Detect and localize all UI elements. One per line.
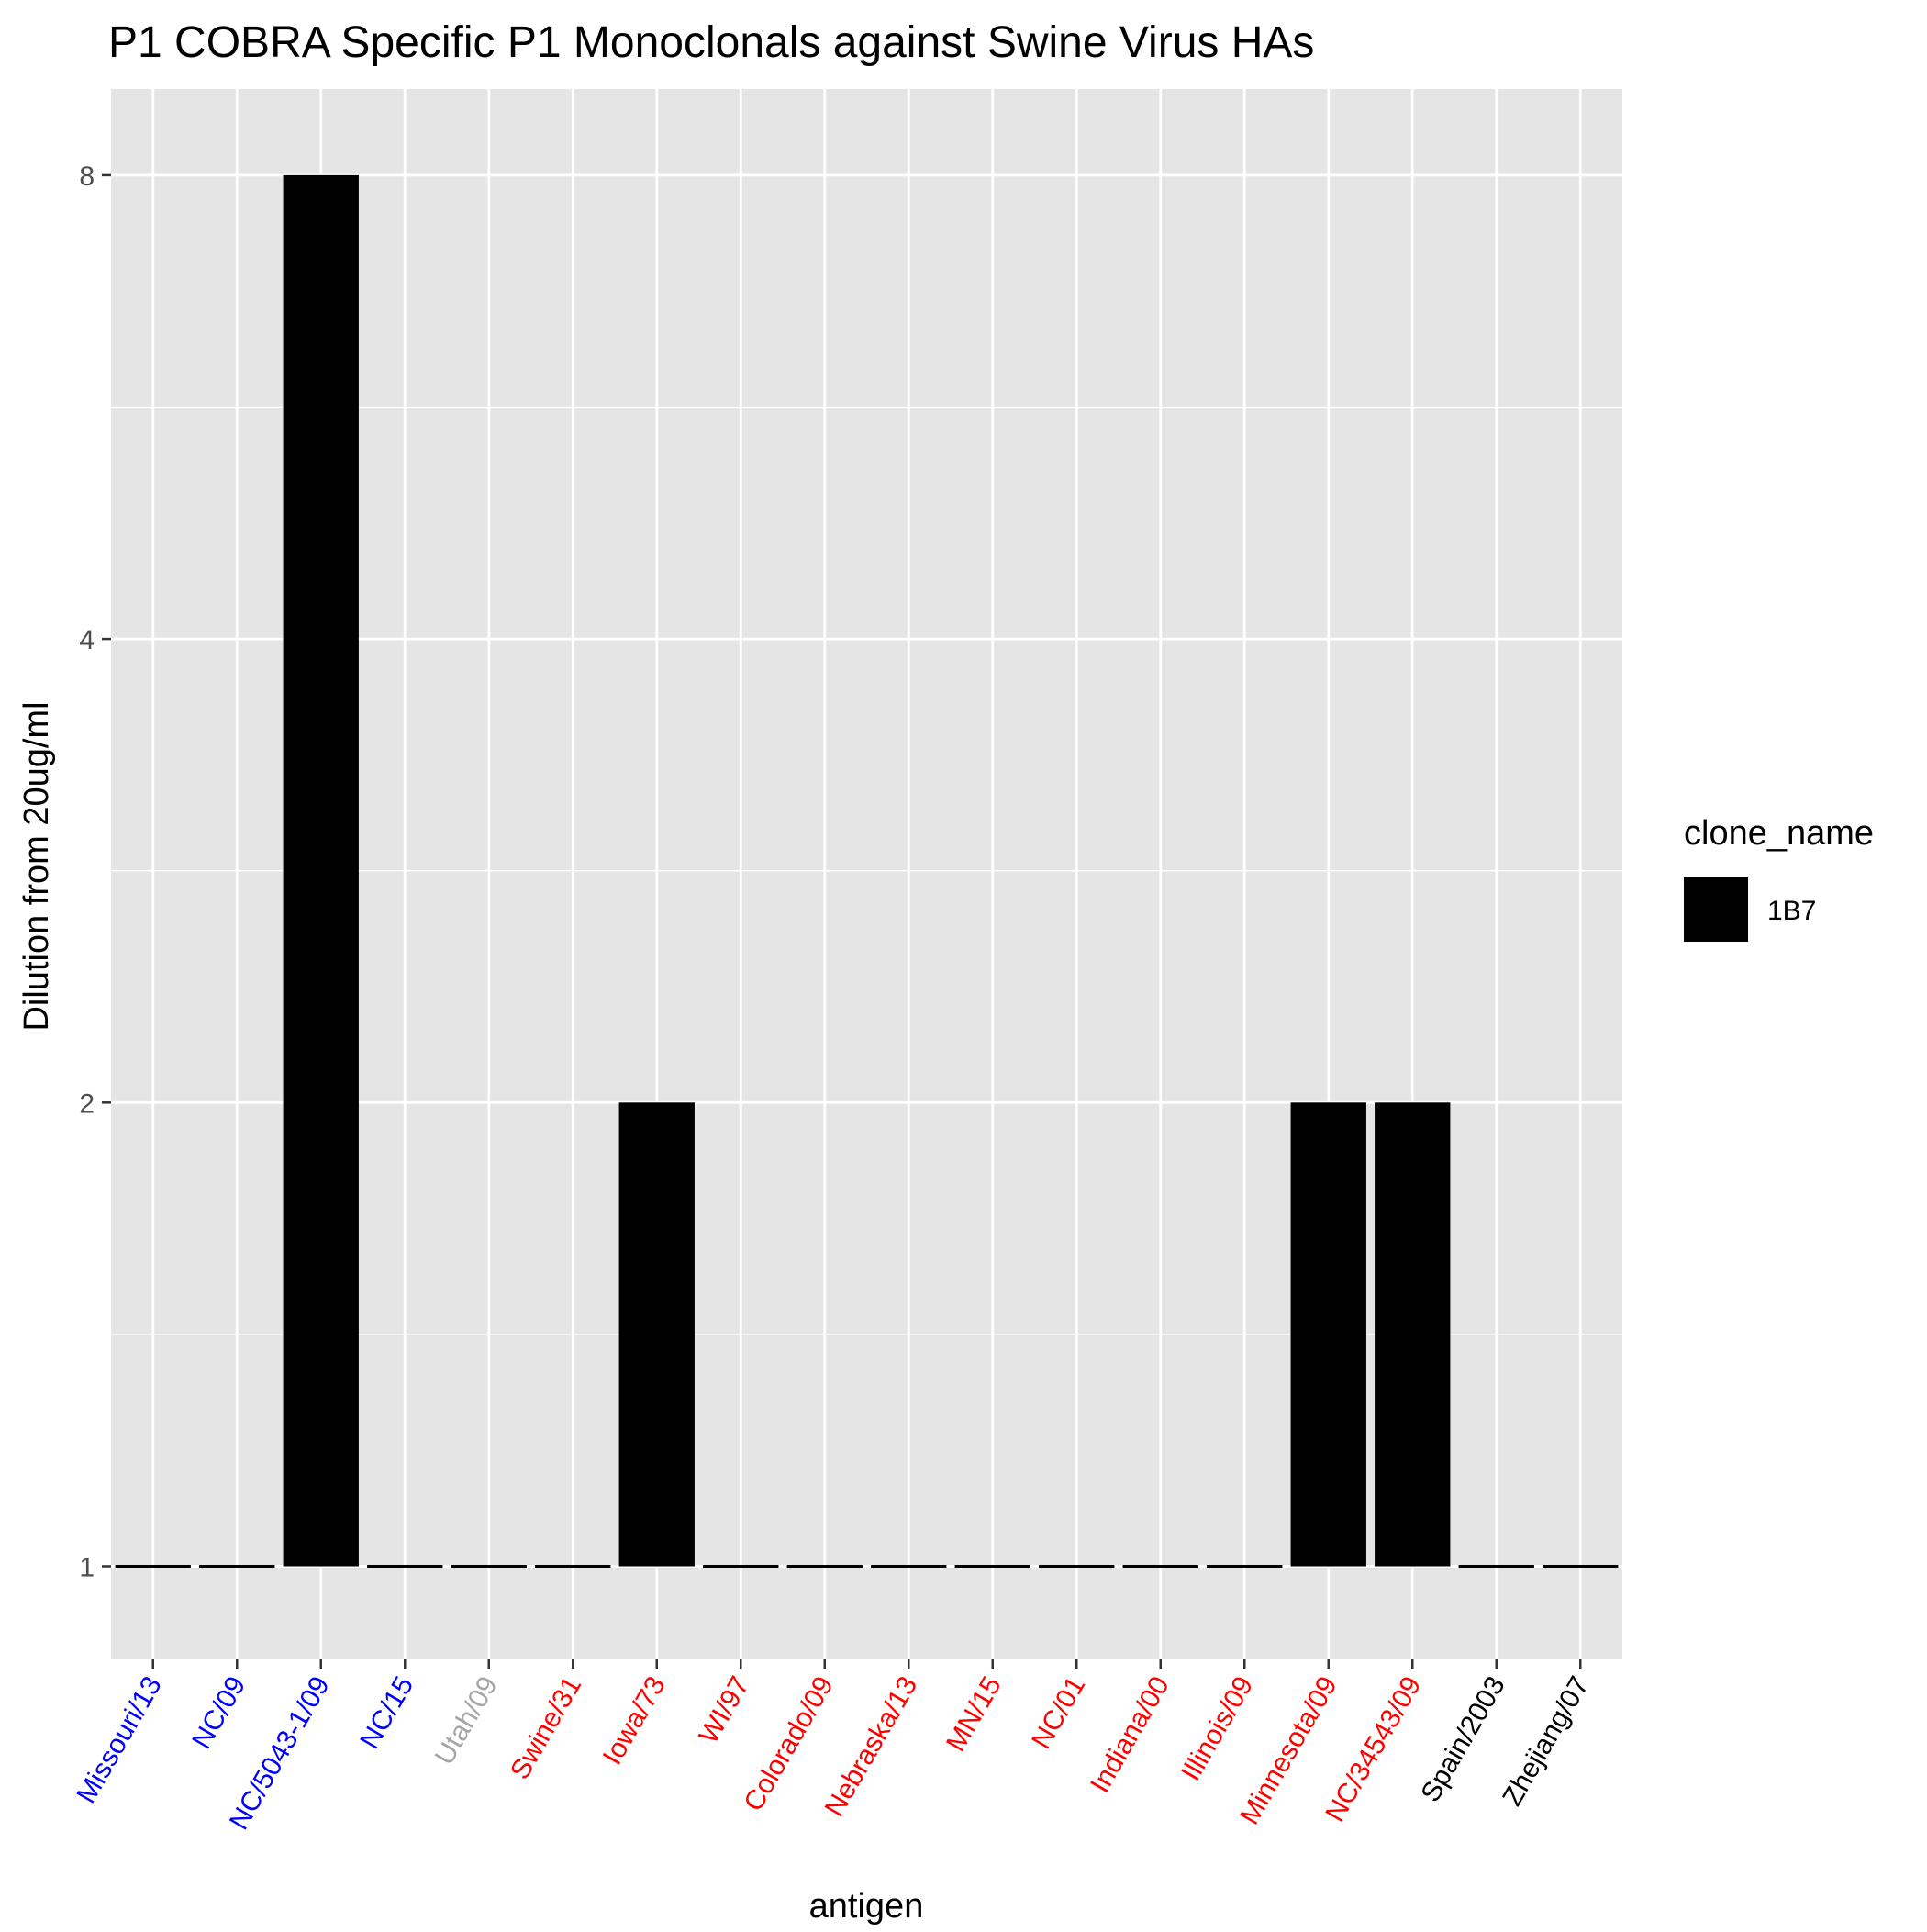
bar-mn-15 — [954, 1564, 1030, 1568]
bar-swine-31 — [535, 1564, 611, 1568]
x-tick-label: Iowa/73 — [597, 1671, 672, 1770]
x-tick-label: NC/09 — [186, 1671, 251, 1754]
x-tick-label: Colorado/09 — [739, 1671, 840, 1816]
y-tick-label: 2 — [79, 1089, 95, 1119]
bar-nc-01 — [1039, 1564, 1115, 1568]
x-tick-label: Utah/09 — [429, 1671, 504, 1770]
bar-colorado-09 — [786, 1564, 863, 1568]
bars — [115, 174, 1619, 1568]
bar-spain-2003 — [1458, 1564, 1534, 1568]
bar-nc-09 — [199, 1564, 275, 1568]
chart-title: P1 COBRA Specific P1 Monoclonals against… — [108, 18, 1314, 67]
bar-minnesota-09 — [1290, 1102, 1366, 1567]
legend: clone_name 1B7 — [1684, 814, 1874, 942]
x-tick-label: Missouri/13 — [72, 1671, 168, 1808]
bar-wi-97 — [703, 1564, 779, 1568]
x-tick-label: Swine/31 — [505, 1671, 587, 1784]
x-tick-label: Zhejiang/07 — [1497, 1671, 1595, 1811]
y-tick-label: 4 — [79, 625, 95, 655]
bar-nc-15 — [367, 1564, 443, 1568]
legend-swatch-1B7 — [1684, 877, 1748, 942]
x-tick-label: MN/15 — [941, 1671, 1008, 1757]
x-axis-title: antigen — [809, 1887, 924, 1926]
legend-title: clone_name — [1684, 814, 1874, 853]
y-tick-label: 8 — [79, 162, 95, 192]
y-tick-label: 1 — [79, 1552, 95, 1582]
legend-label-1B7: 1B7 — [1767, 896, 1816, 926]
y-axis-title: Dilution from 20ug/ml — [17, 701, 56, 1031]
bar-indiana-00 — [1122, 1564, 1198, 1568]
x-tick-label: NC/01 — [1026, 1671, 1091, 1754]
bar-zhejiang-07 — [1543, 1564, 1619, 1568]
bar-nebraska-13 — [871, 1564, 947, 1568]
x-tick-label: Illinois/09 — [1175, 1671, 1259, 1786]
x-tick-label: Spain/2003 — [1415, 1671, 1510, 1807]
x-tick-label: WI/97 — [694, 1671, 756, 1748]
bar-utah-09 — [451, 1564, 527, 1568]
bar-missouri-13 — [115, 1564, 191, 1568]
bar-iowa-73 — [618, 1102, 695, 1567]
plot-panel — [111, 89, 1622, 1659]
x-tick-label: NC/15 — [354, 1671, 419, 1754]
bar-nc-34543-09 — [1375, 1102, 1451, 1567]
bar-illinois-09 — [1207, 1564, 1283, 1568]
bar-nc-5043-1-09 — [283, 174, 359, 1567]
x-tick-label: Indiana/00 — [1085, 1671, 1175, 1798]
